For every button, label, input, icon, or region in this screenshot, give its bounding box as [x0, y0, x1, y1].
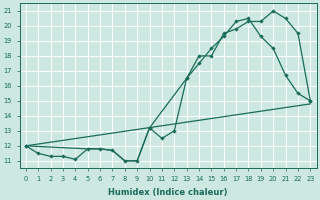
- X-axis label: Humidex (Indice chaleur): Humidex (Indice chaleur): [108, 188, 228, 197]
